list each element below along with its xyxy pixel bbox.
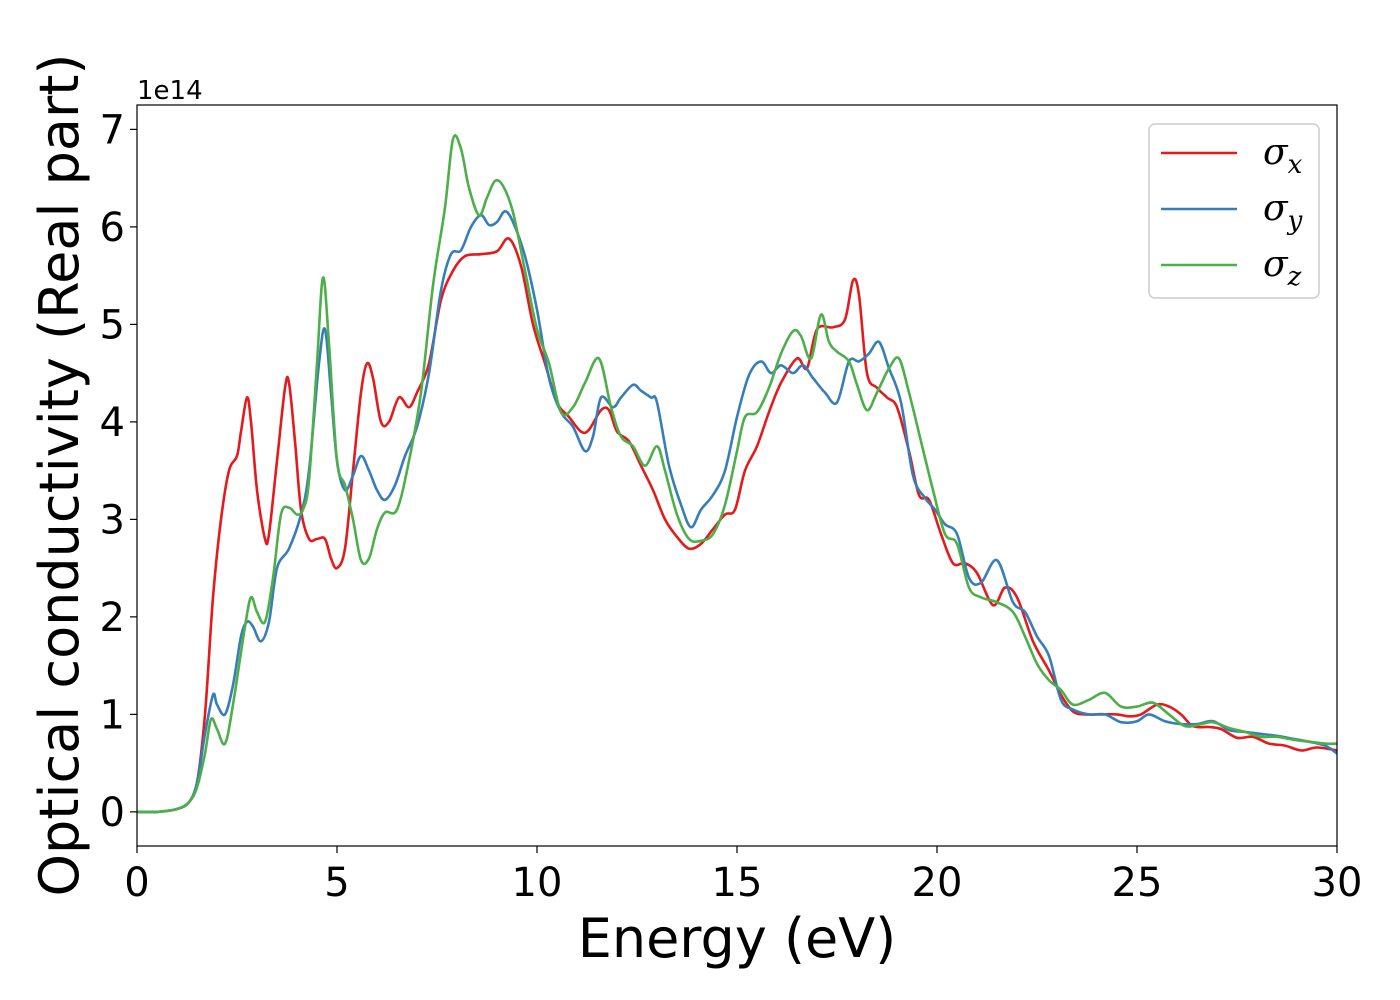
x-tick-label: 10: [512, 860, 563, 906]
x-tick-label: 0: [124, 860, 149, 906]
y-axis-label: Optical conductivity (Real part): [28, 54, 91, 897]
x-tick-label: 25: [1112, 860, 1163, 906]
y-tick-label: 3: [100, 497, 125, 543]
y-tick-label: 2: [100, 595, 125, 641]
x-tick-label: 20: [912, 860, 963, 906]
x-tick-label: 15: [712, 860, 763, 906]
y-tick-label: 4: [100, 400, 125, 446]
x-axis-label: Energy (eV): [578, 907, 897, 970]
legend-box: [1148, 123, 1320, 299]
y-axis: 0 1 2 3 4 5 6 7: [100, 107, 137, 836]
x-tick-label: 5: [324, 860, 349, 906]
x-axis: 0 5 10 15 20 25 30: [124, 846, 1362, 906]
x-tick-label: 30: [1312, 860, 1363, 906]
y-tick-label: 6: [100, 205, 125, 251]
y-offset-label: 1e14: [137, 76, 203, 106]
y-tick-label: 5: [100, 302, 125, 348]
series-line-z: [137, 134, 1337, 814]
y-tick-label: 1: [100, 692, 125, 738]
legend-label-y: σy: [1263, 188, 1303, 236]
y-tick-label: 7: [100, 107, 125, 153]
series-layer: [137, 134, 1337, 814]
y-tick-label: 0: [100, 790, 125, 836]
